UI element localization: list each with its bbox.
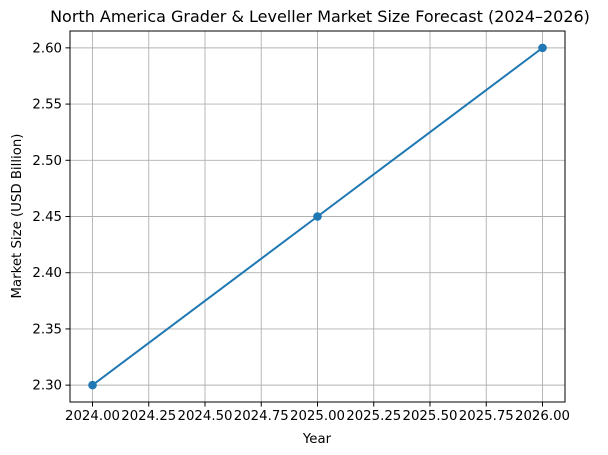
y-tick-label: 2.50 xyxy=(32,154,62,169)
x-tick-label: 2025.50 xyxy=(403,409,458,424)
x-tick-label: 2025.75 xyxy=(459,409,514,424)
y-tick-label: 2.55 xyxy=(32,98,62,113)
data-point-marker xyxy=(88,380,97,390)
plot-border xyxy=(69,30,566,403)
y-tick-label: 2.45 xyxy=(32,210,62,225)
x-tick-label: 2025.00 xyxy=(290,409,345,424)
y-tick-label: 2.30 xyxy=(32,379,62,394)
plot-area: 2024.00 2024.25 2024.50 2024.75 2025.00 2025.… xyxy=(32,30,570,424)
x-tick-label: 2024.75 xyxy=(234,409,289,424)
x-tick-label: 2024.50 xyxy=(178,409,233,424)
x-tick-label: 2024.25 xyxy=(121,409,176,424)
chart-title: North America Grader & Leveller Market S… xyxy=(50,7,590,26)
x-axis-label: Year xyxy=(302,432,332,447)
x-tick-label: 2025.25 xyxy=(346,409,401,424)
y-tick-label: 2.60 xyxy=(32,41,62,56)
x-tick-label: 2026.00 xyxy=(515,409,570,424)
data-point-marker xyxy=(313,212,322,221)
y-tick-label: 2.40 xyxy=(32,266,62,281)
y-tick-label: 2.35 xyxy=(32,322,62,337)
x-tick-label: 2024.00 xyxy=(65,409,120,424)
y-axis-label: Market Size (USD Billion) xyxy=(10,134,25,299)
data-point-marker xyxy=(538,43,547,53)
